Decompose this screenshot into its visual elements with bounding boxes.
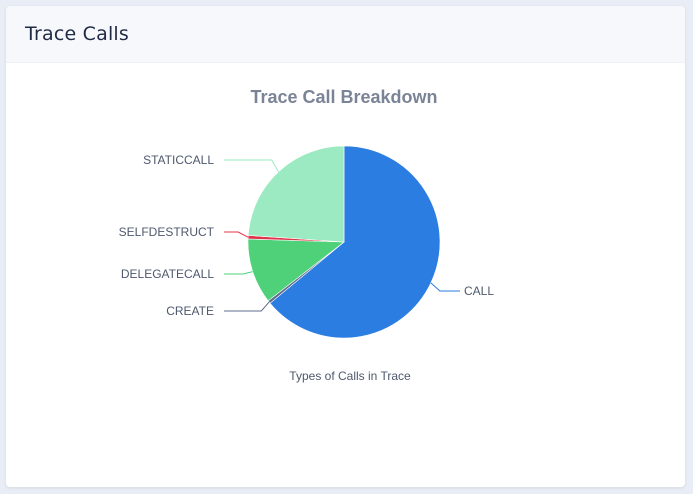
slice-label-call: CALL — [464, 284, 494, 298]
leader-line-create — [224, 301, 270, 312]
card-header: Trace Calls — [6, 6, 685, 63]
leader-line-delegatecall — [224, 271, 253, 275]
leader-line-call — [430, 282, 460, 292]
pie-slices — [247, 145, 441, 339]
slice-label-selfdestruct: SELFDESTRUCT — [119, 225, 215, 239]
slice-label-delegatecall: DELEGATECALL — [121, 267, 214, 281]
slice-label-staticcall: STATICCALL — [143, 153, 214, 167]
pie-labels: CALL CREATE DELEGATECALL SELFDESTRUCT STATIC… — [119, 153, 495, 318]
pie-slice-call[interactable] — [269, 145, 441, 339]
chart-title: Trace Call Breakdown — [250, 87, 437, 107]
leader-line-selfdestruct — [224, 231, 249, 238]
trace-calls-card: Trace Calls Trace Call Breakdown CALL CRE… — [6, 6, 685, 487]
chart-caption: Types of Calls in Trace — [289, 369, 411, 383]
slice-label-create: CREATE — [166, 304, 214, 318]
pie-slice-delegatecall[interactable] — [247, 238, 345, 302]
leader-line-staticcall — [224, 159, 279, 173]
card-title: Trace Calls — [25, 23, 130, 45]
pie-chart: Trace Call Breakdown CALL CREATE DELEGATEC… — [119, 87, 495, 383]
